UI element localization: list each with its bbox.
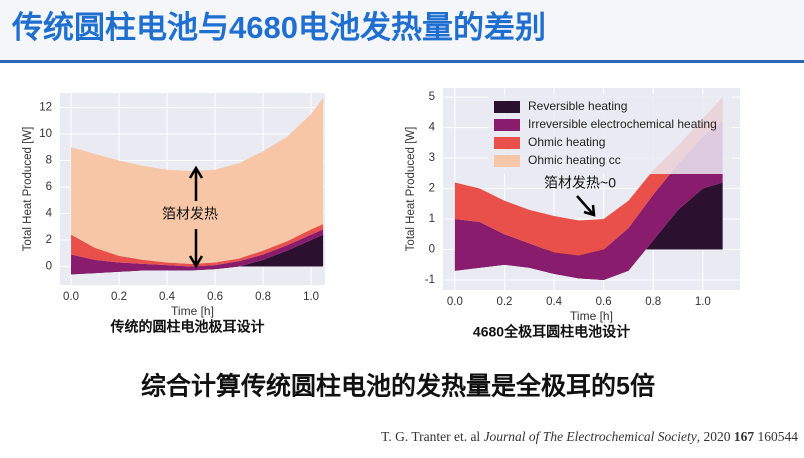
legend-box bbox=[488, 94, 732, 174]
legend-label: Ohmic heating bbox=[528, 135, 605, 149]
y-tick-label: 12 bbox=[39, 102, 52, 114]
y-tick-label: 5 bbox=[429, 91, 435, 103]
y-tick-label: 0 bbox=[46, 260, 52, 272]
citation-year: 2020 bbox=[704, 429, 731, 444]
x-axis-label: Time [h] bbox=[171, 304, 214, 318]
area-band bbox=[71, 234, 324, 275]
title-rule bbox=[0, 60, 804, 63]
area-band bbox=[71, 229, 324, 275]
y-tick-label: 6 bbox=[46, 181, 52, 193]
y-tick-label: -1 bbox=[425, 274, 435, 286]
x-tick-label: 0.8 bbox=[255, 291, 271, 303]
x-tick-label: 0.6 bbox=[207, 291, 223, 303]
x-tick-label: 0.8 bbox=[645, 296, 661, 308]
title-band bbox=[0, 0, 804, 62]
y-tick-label: 3 bbox=[429, 152, 435, 164]
citation-journal: Journal of The Electrochemical Society bbox=[484, 429, 697, 444]
annotation-arrow bbox=[188, 229, 204, 269]
y-tick-label: 2 bbox=[429, 183, 435, 195]
y-tick-label: 0 bbox=[429, 244, 435, 256]
x-tick-label: 0.0 bbox=[63, 291, 79, 303]
legend-label: Ohmic heating cc bbox=[528, 153, 621, 167]
y-tick-label: 8 bbox=[46, 155, 52, 167]
annotation: 箔材发热 bbox=[162, 206, 218, 222]
y-tick-label: 10 bbox=[39, 128, 52, 140]
x-tick-label: 0.6 bbox=[596, 296, 612, 308]
citation-volume: 167 bbox=[734, 429, 755, 444]
citation-authors: T. G. Tranter et. al bbox=[381, 429, 480, 444]
x-tick-label: 0.4 bbox=[546, 296, 563, 308]
conclusion: 综合计算传统圆柱电池的发热量是全极耳的5倍 bbox=[141, 372, 655, 401]
y-tick-label: 4 bbox=[429, 122, 436, 134]
legend-swatch bbox=[494, 119, 520, 131]
legend-swatch bbox=[494, 137, 520, 149]
legend-swatch bbox=[494, 101, 520, 113]
x-tick-label: 0.0 bbox=[447, 296, 463, 308]
chart-caption: 传统的圆柱电池极耳设计 bbox=[110, 319, 265, 335]
annotation: 箔材发热~0 bbox=[544, 175, 616, 191]
y-axis-label: Total Heat Produced [W] bbox=[22, 127, 34, 252]
x-tick-label: 0.2 bbox=[496, 296, 512, 308]
citation-page: 160544 bbox=[758, 429, 799, 444]
y-tick-label: 2 bbox=[46, 234, 52, 246]
citation: T. G. Tranter et. al Journal of The Elec… bbox=[381, 429, 798, 444]
chart-caption: 4680全极耳圆柱电池设计 bbox=[473, 324, 630, 340]
y-tick-label: 1 bbox=[429, 213, 435, 225]
legend-swatch bbox=[494, 155, 520, 167]
x-tick-label: 1.0 bbox=[303, 291, 319, 303]
y-axis-label: Total Heat Produced [W] bbox=[405, 127, 417, 252]
x-tick-label: 0.2 bbox=[111, 291, 127, 303]
area-band bbox=[454, 121, 723, 280]
legend-label: Reversible heating bbox=[528, 99, 627, 113]
annotation-arrow bbox=[188, 165, 204, 201]
x-tick-label: 1.0 bbox=[695, 296, 711, 308]
x-tick-label: 0.4 bbox=[159, 291, 176, 303]
legend-label: Irreversible electrochemical heating bbox=[528, 117, 717, 131]
area-band bbox=[454, 97, 723, 256]
y-tick-label: 4 bbox=[46, 208, 53, 220]
x-axis-label: Time [h] bbox=[570, 309, 613, 323]
slide-title: 传统圆柱电池与4680电池发热量的差别 bbox=[11, 10, 546, 45]
annotation-arrow bbox=[576, 195, 596, 217]
